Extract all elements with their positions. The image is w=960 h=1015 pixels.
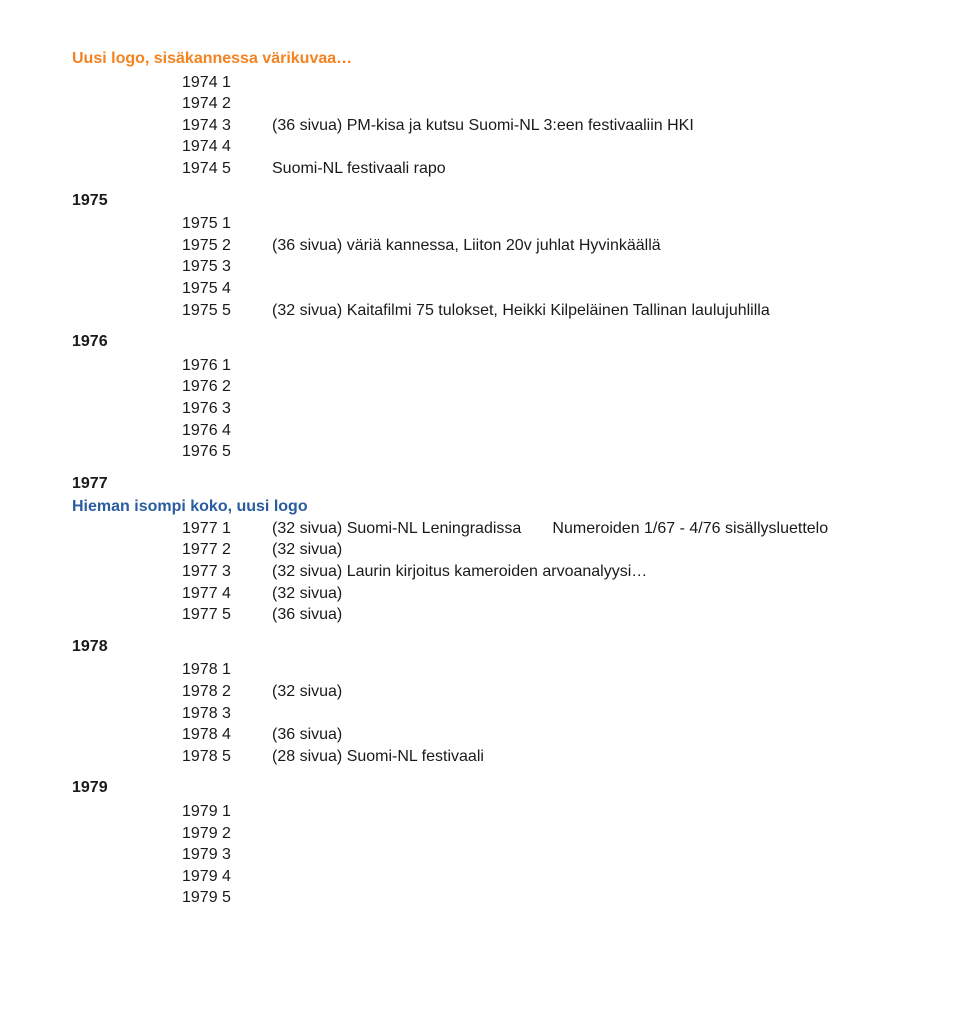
row-1978-1: 1978 1 xyxy=(182,659,920,681)
row-label: 1977 2 xyxy=(182,539,272,561)
row-note xyxy=(272,278,920,300)
row-note xyxy=(272,213,920,235)
row-label: 1979 2 xyxy=(182,823,272,845)
row-1978-4: 1978 4 (36 sivua) xyxy=(182,724,920,746)
row-note-trail: Numeroiden 1/67 - 4/76 sisällysluettelo xyxy=(521,520,828,537)
row-1977-1: 1977 1 (32 sivua) Suomi-NL Leningradissa… xyxy=(182,518,920,540)
row-1975-5: 1975 5 (32 sivua) Kaitafilmi 75 tulokset… xyxy=(182,300,920,322)
row-note xyxy=(272,441,920,463)
row-label: 1975 4 xyxy=(182,278,272,300)
row-label: 1978 2 xyxy=(182,681,272,703)
row-note xyxy=(272,844,920,866)
row-1976-5: 1976 5 xyxy=(182,441,920,463)
heading-1974: Uusi logo, sisäkannessa värikuvaa… xyxy=(72,48,920,70)
row-note: (32 sivua) xyxy=(272,539,920,561)
row-note xyxy=(272,376,920,398)
row-note: (32 sivua) Suomi-NL Leningradissa Numero… xyxy=(272,518,920,540)
row-note: (32 sivua) xyxy=(272,681,920,703)
row-label: 1977 1 xyxy=(182,518,272,540)
row-label: 1978 4 xyxy=(182,724,272,746)
row-label: 1974 3 xyxy=(182,115,272,137)
row-label: 1977 5 xyxy=(182,604,272,626)
row-note-text: (32 sivua) Suomi-NL Leningradissa xyxy=(272,520,521,537)
row-note: (36 sivua) xyxy=(272,604,920,626)
row-1975-3: 1975 3 xyxy=(182,256,920,278)
heading-1977: Hieman isompi koko, uusi logo xyxy=(72,496,920,518)
row-label: 1974 2 xyxy=(182,93,272,115)
row-1974-3: 1974 3 (36 sivua) PM-kisa ja kutsu Suomi… xyxy=(182,115,920,137)
row-note xyxy=(272,93,920,115)
row-1979-3: 1979 3 xyxy=(182,844,920,866)
row-1974-4: 1974 4 xyxy=(182,136,920,158)
row-label: 1976 4 xyxy=(182,420,272,442)
row-1978-2: 1978 2 (32 sivua) xyxy=(182,681,920,703)
row-note xyxy=(272,398,920,420)
row-label: 1976 1 xyxy=(182,355,272,377)
row-note: Suomi-NL festivaali rapo xyxy=(272,158,920,180)
row-note: (36 sivua) xyxy=(272,724,920,746)
row-note: (28 sivua) Suomi-NL festivaali xyxy=(272,746,920,768)
row-label: 1978 3 xyxy=(182,703,272,725)
row-1976-2: 1976 2 xyxy=(182,376,920,398)
row-1979-4: 1979 4 xyxy=(182,866,920,888)
row-1977-3: 1977 3 (32 sivua) Laurin kirjoitus kamer… xyxy=(182,561,920,583)
row-note xyxy=(272,420,920,442)
row-label: 1975 2 xyxy=(182,235,272,257)
row-note xyxy=(272,703,920,725)
row-1978-5: 1978 5 (28 sivua) Suomi-NL festivaali xyxy=(182,746,920,768)
row-1976-4: 1976 4 xyxy=(182,420,920,442)
row-label: 1975 5 xyxy=(182,300,272,322)
row-note: (36 sivua) väriä kannessa, Liiton 20v ju… xyxy=(272,235,920,257)
row-1976-3: 1976 3 xyxy=(182,398,920,420)
row-label: 1979 5 xyxy=(182,887,272,909)
row-label: 1976 2 xyxy=(182,376,272,398)
row-1979-2: 1979 2 xyxy=(182,823,920,845)
row-note xyxy=(272,136,920,158)
row-label: 1979 1 xyxy=(182,801,272,823)
row-label: 1976 5 xyxy=(182,441,272,463)
row-1977-4: 1977 4 (32 sivua) xyxy=(182,583,920,605)
row-label: 1977 3 xyxy=(182,561,272,583)
row-label: 1978 5 xyxy=(182,746,272,768)
row-label: 1975 3 xyxy=(182,256,272,278)
row-label: 1977 4 xyxy=(182,583,272,605)
row-label: 1979 4 xyxy=(182,866,272,888)
row-label: 1979 3 xyxy=(182,844,272,866)
row-1974-5: 1974 5 Suomi-NL festivaali rapo xyxy=(182,158,920,180)
row-1976-1: 1976 1 xyxy=(182,355,920,377)
row-1975-2: 1975 2 (36 sivua) väriä kannessa, Liiton… xyxy=(182,235,920,257)
row-note: (32 sivua) Kaitafilmi 75 tulokset, Heikk… xyxy=(272,300,920,322)
row-label: 1974 5 xyxy=(182,158,272,180)
row-note xyxy=(272,823,920,845)
row-label: 1975 1 xyxy=(182,213,272,235)
year-1977: 1977 xyxy=(72,473,920,495)
row-1978-3: 1978 3 xyxy=(182,703,920,725)
row-note: (32 sivua) xyxy=(272,583,920,605)
row-note xyxy=(272,256,920,278)
row-label: 1974 1 xyxy=(182,72,272,94)
row-label: 1974 4 xyxy=(182,136,272,158)
year-1979: 1979 xyxy=(72,777,920,799)
row-1974-1: 1974 1 xyxy=(182,72,920,94)
row-note xyxy=(272,801,920,823)
row-1977-5: 1977 5 (36 sivua) xyxy=(182,604,920,626)
row-label: 1978 1 xyxy=(182,659,272,681)
year-1976: 1976 xyxy=(72,331,920,353)
row-note xyxy=(272,887,920,909)
row-1977-2: 1977 2 (32 sivua) xyxy=(182,539,920,561)
row-1975-4: 1975 4 xyxy=(182,278,920,300)
row-note xyxy=(272,72,920,94)
row-1979-1: 1979 1 xyxy=(182,801,920,823)
row-1979-5: 1979 5 xyxy=(182,887,920,909)
year-1978: 1978 xyxy=(72,636,920,658)
row-note: (32 sivua) Laurin kirjoitus kameroiden a… xyxy=(272,561,920,583)
row-note xyxy=(272,866,920,888)
year-1975: 1975 xyxy=(72,190,920,212)
row-note xyxy=(272,355,920,377)
row-note: (36 sivua) PM-kisa ja kutsu Suomi-NL 3:e… xyxy=(272,115,920,137)
row-label: 1976 3 xyxy=(182,398,272,420)
row-note xyxy=(272,659,920,681)
row-1974-2: 1974 2 xyxy=(182,93,920,115)
row-1975-1: 1975 1 xyxy=(182,213,920,235)
